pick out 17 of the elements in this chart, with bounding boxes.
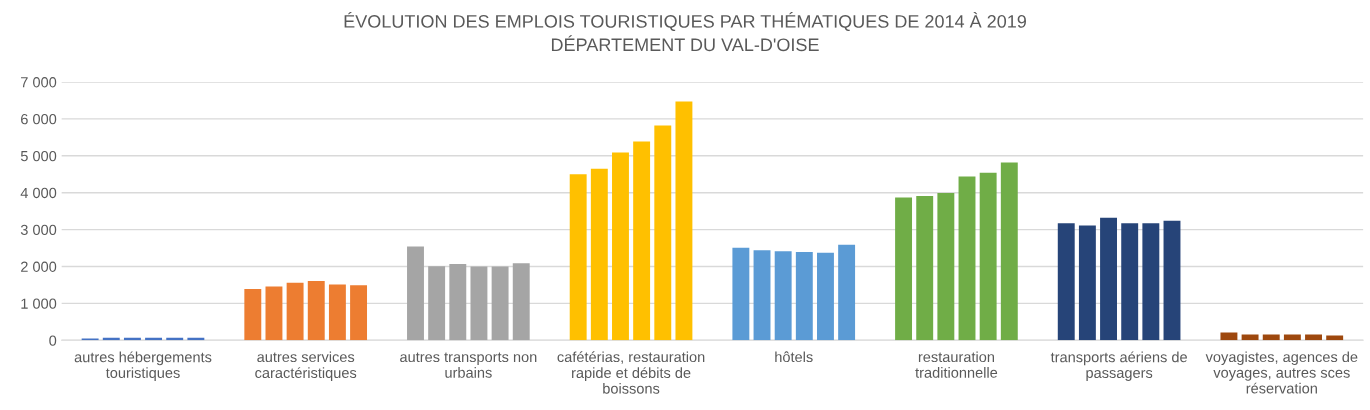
y-tick-label: 0	[49, 335, 57, 346]
x-tick-label: autres hébergements touristiques	[74, 351, 212, 381]
y-tick-label: 5 000	[20, 150, 57, 162]
y-tick-label: 1 000	[21, 298, 57, 309]
chart-title: ÉVOLUTION DES EMPLOIS TOURISTIQUES PAR THÉMATIQUES DE 2014 À 2019 DÉPARTEMENT DU VAL-D'OISE	[344, 11, 1026, 52]
y-tick-label: 3 000	[20, 224, 57, 236]
x-tick-label: transports aériens de passagers	[1050, 351, 1187, 381]
x-tick-label: restauration traditionnelle	[915, 351, 998, 378]
y-tick-label: 4 000	[20, 187, 57, 199]
x-tick-label: autres transports non urbains	[400, 352, 537, 378]
y-tick-label: 2 000	[21, 261, 57, 272]
x-tick-label: cafétérias, restauration rapide et débits de boissons	[557, 351, 705, 394]
y-tick-label: 7 000	[21, 77, 57, 88]
y-tick-label: 6 000	[21, 114, 57, 125]
x-tick-label: voyagistes, agences de voyages, autres sces réservation	[1205, 351, 1358, 394]
x-tick-label: autres services caractéristiques	[255, 351, 357, 381]
x-tick-label: hôtels	[775, 351, 813, 363]
